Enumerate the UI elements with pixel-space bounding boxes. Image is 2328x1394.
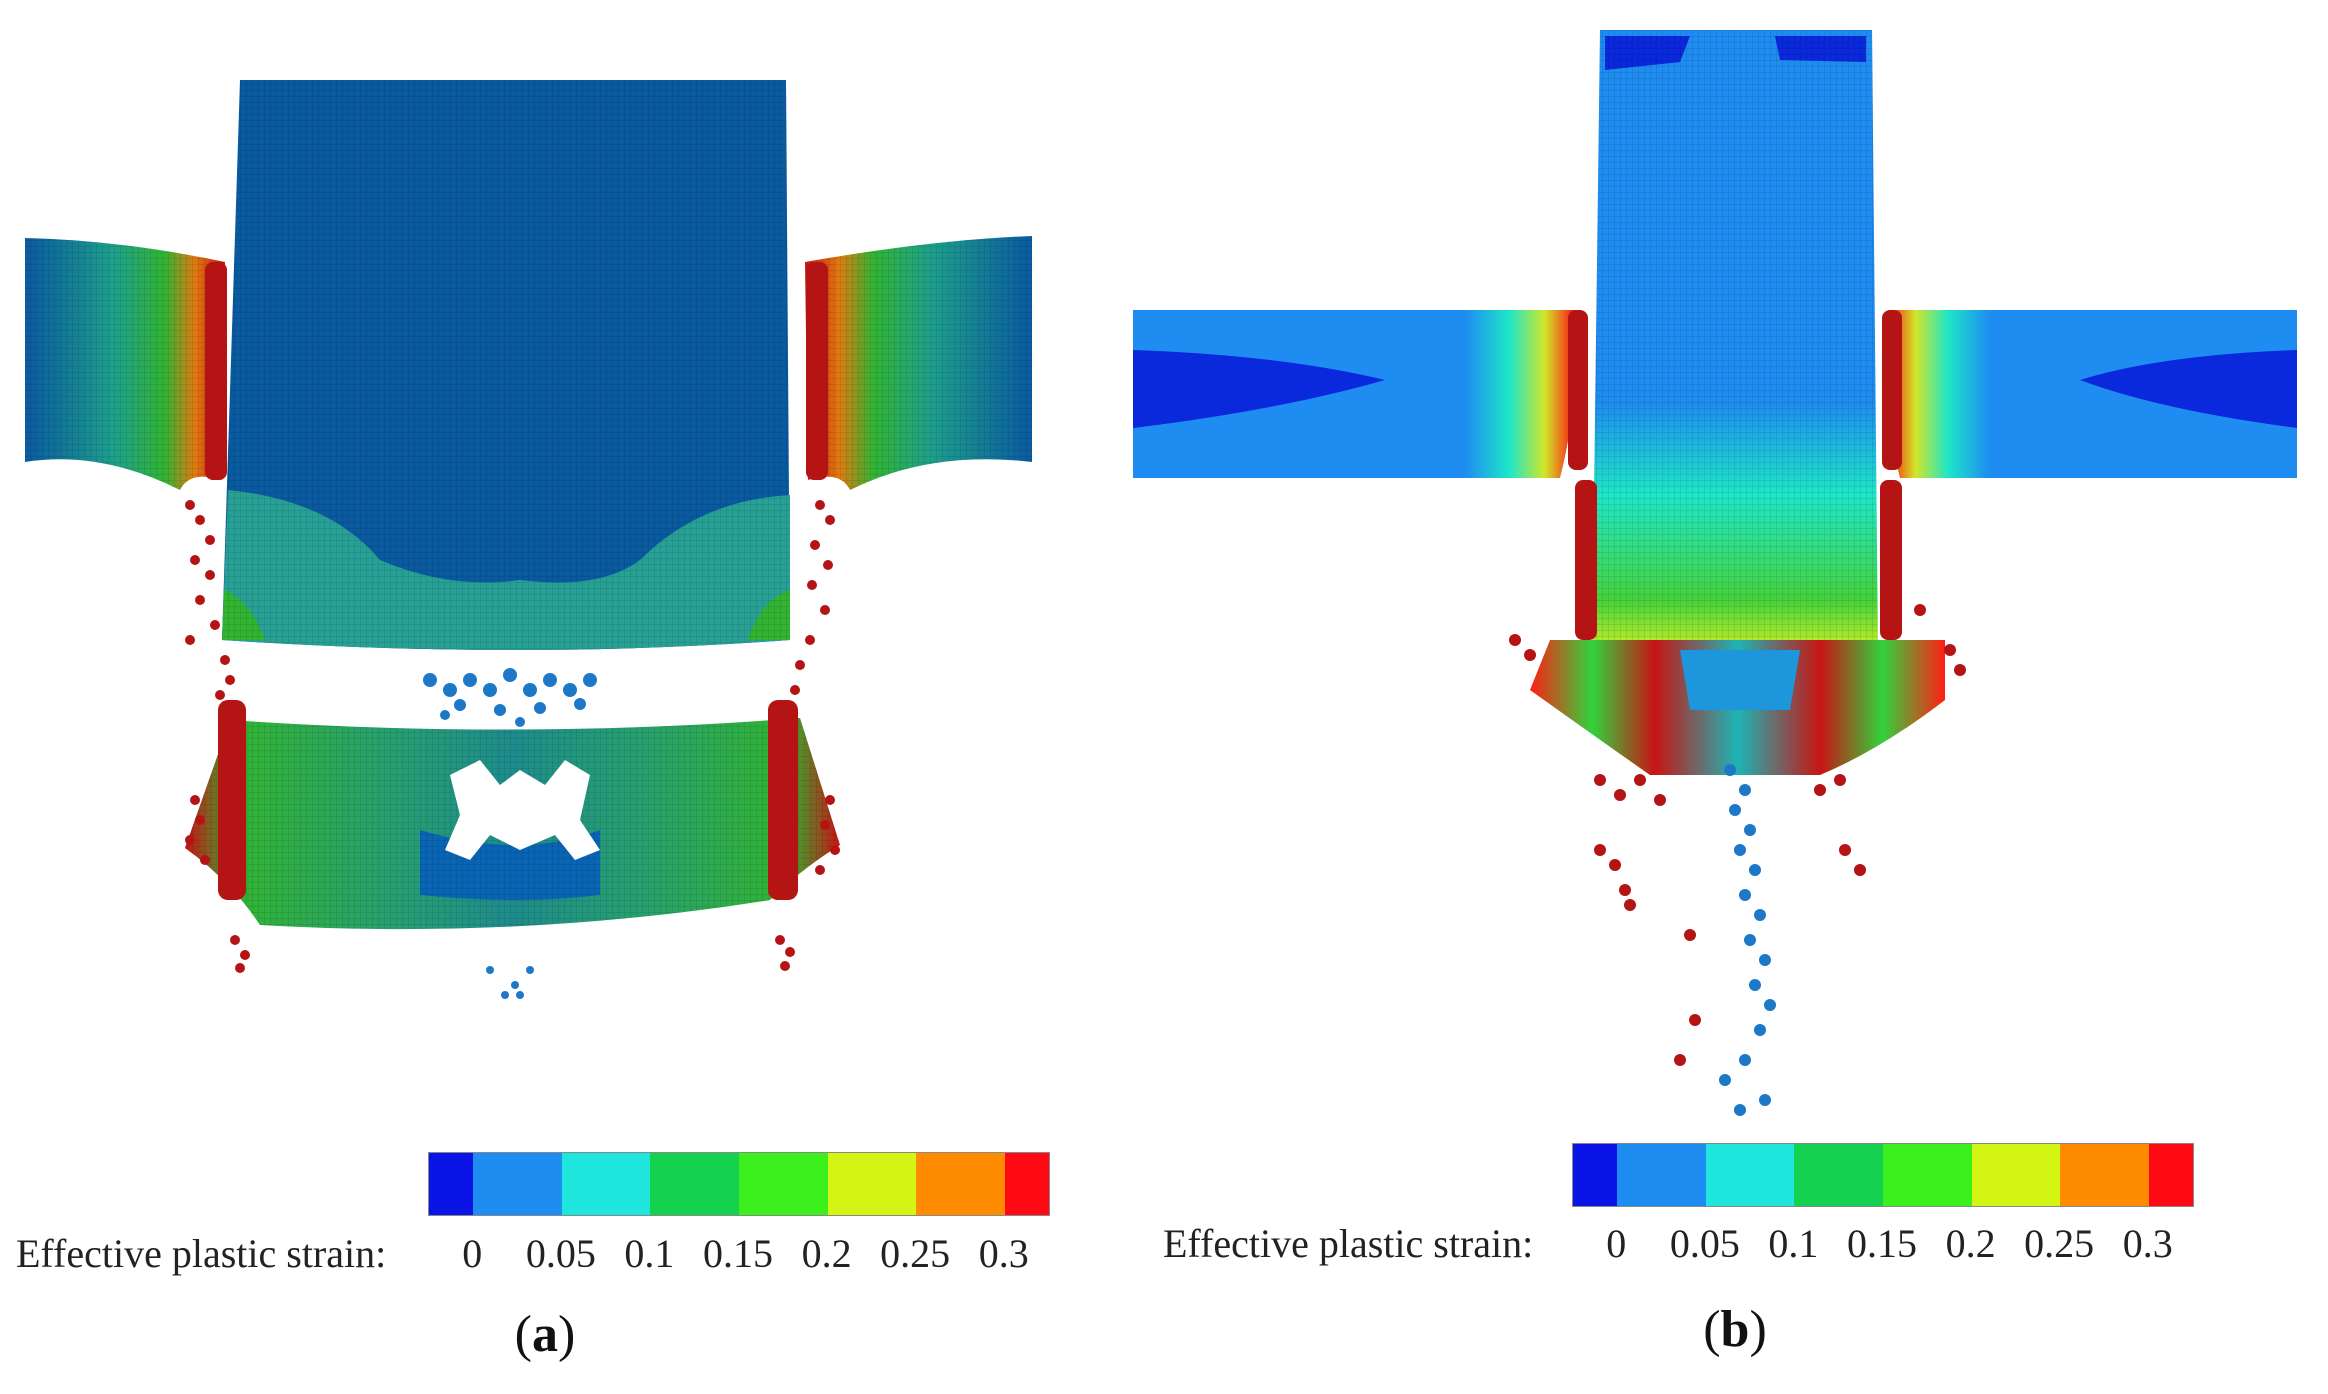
colorbar-segment-a-5 [827,1153,917,1215]
debris-cone-b [1530,640,1945,775]
colorbar-segment-a-7 [1004,1153,1050,1215]
colorbar-segment-b-6 [2060,1144,2149,1206]
colorbar-title-b: Effective plastic strain: [1163,1221,1534,1266]
colorbar-tick-b-2: 0.1 [1768,1221,1819,1266]
colorbar-segment-b-7 [2148,1144,2194,1206]
colorbar-segment-b-2 [1705,1144,1795,1206]
eroded-particles-a [185,262,840,973]
colorbar-segment-a-3 [650,1153,740,1215]
colorbar-segment-b-0 [1573,1144,1618,1206]
projectile-b [1592,30,1878,650]
colorbar-tick-b-6: 0.3 [2122,1221,2173,1266]
colorbar-tick-b-5: 0.25 [2024,1221,2095,1266]
fragments-a [423,668,597,999]
eroded-particles-b [1509,310,1966,1066]
colorbar-a [428,1152,1050,1216]
colorbar-segment-a-4 [739,1153,828,1215]
fragments-b [1719,764,1776,1116]
target-plate-left-b [1133,310,1576,478]
colorbar-segment-b-1 [1617,1144,1706,1206]
colorbar-tick-a-5: 0.25 [880,1231,951,1276]
colorbar-segment-a-0 [429,1153,474,1215]
panel-label-a: (a) [514,1306,576,1363]
colorbar-segment-a-1 [473,1153,562,1215]
colorbar-tick-b-1: 0.05 [1669,1221,1740,1266]
colorbar-segment-b-5 [1971,1144,2061,1206]
colorbar-tick-a-0: 0 [462,1231,483,1276]
colorbar-tick-a-2: 0.1 [624,1231,675,1276]
target-plate-left-a [25,238,225,490]
colorbar-segment-a-6 [916,1153,1005,1215]
colorbar-tick-a-1: 0.05 [525,1231,596,1276]
panel-label-b: (b) [1703,1301,1767,1358]
projectile-a [222,80,790,650]
colorbar-tick-a-4: 0.2 [801,1231,852,1276]
colorbar-tick-a-6: 0.3 [978,1231,1029,1276]
colorbar-segment-b-3 [1794,1144,1884,1206]
colorbar-segment-b-4 [1883,1144,1972,1206]
colorbar-tick-a-3: 0.15 [703,1231,773,1276]
colorbar-tick-b-0: 0 [1606,1221,1627,1266]
colorbar-segment-a-2 [561,1153,651,1215]
target-plate-right-b [1886,310,2297,478]
colorbar-title-a: Effective plastic strain: [16,1231,387,1276]
colorbar-b [1572,1143,2194,1207]
plug-a [185,718,840,930]
target-plate-right-a [805,236,1032,490]
colorbar-tick-b-3: 0.15 [1847,1221,1917,1266]
colorbar-tick-b-4: 0.2 [1945,1221,1996,1266]
